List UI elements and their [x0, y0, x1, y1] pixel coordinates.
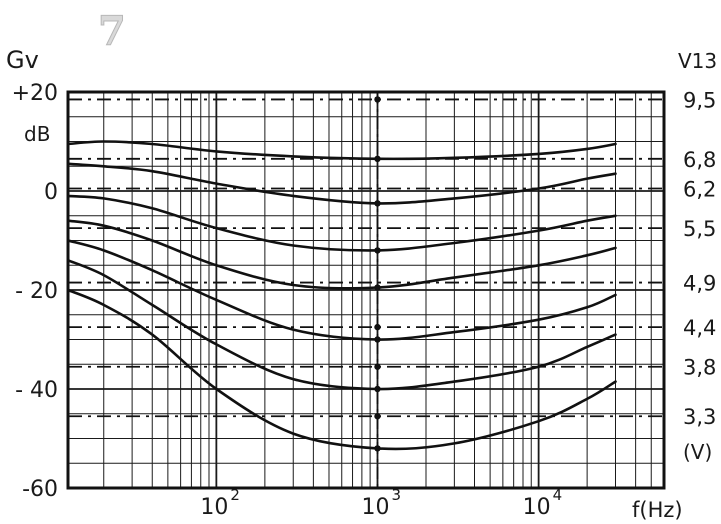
right-tick-label: 4,4	[683, 316, 716, 340]
marker-point	[374, 200, 381, 207]
y-tick-label: - 40	[15, 378, 58, 403]
series-line	[66, 239, 617, 341]
series-line	[66, 288, 617, 451]
x-tick-label: 10	[200, 495, 228, 520]
x-tick-label: 10	[523, 495, 551, 520]
x-tick-label: 10	[361, 495, 389, 520]
right-tick-label: 3,8	[683, 356, 716, 380]
marker-point	[374, 336, 381, 343]
marker-point	[374, 413, 381, 420]
x-axis-title: f(Hz)	[632, 498, 683, 520]
marker-point	[374, 323, 381, 331]
marker-point	[374, 445, 381, 452]
x-tick-exponent: 3	[391, 486, 401, 504]
marker-point	[374, 363, 381, 370]
marker-point	[374, 385, 381, 393]
marker-point	[374, 284, 381, 291]
series-line	[66, 219, 617, 290]
marker-point	[374, 247, 381, 254]
right-tick-label: 9,5	[683, 88, 716, 112]
marker-point	[374, 96, 381, 103]
y-axis-title: Gv	[6, 46, 39, 74]
figure-number: 7	[98, 8, 126, 55]
right-tick-label: 6,8	[683, 148, 716, 172]
y-tick-label: 0	[44, 180, 58, 205]
series-line	[66, 162, 617, 205]
dashed-reference-lines	[68, 98, 664, 418]
right-axis-unit: (V)	[683, 440, 712, 464]
series-line	[66, 194, 617, 252]
marker-point	[374, 155, 381, 163]
y-axis-unit: dB	[24, 122, 50, 146]
tick-labels: +20 0 - 20 - 40 -60 9,5 6,8 6,2 5,5 4,9 4,4 3,8 3,3 1…	[12, 81, 717, 520]
right-tick-label: 4,9	[683, 272, 716, 296]
right-axis-title: V13	[678, 49, 717, 73]
right-tick-label: 6,2	[683, 178, 716, 202]
series-line	[66, 259, 617, 391]
x-tick-exponent: 2	[230, 486, 240, 504]
markers	[374, 96, 381, 452]
x-tick-exponent: 4	[553, 486, 563, 504]
right-tick-label: 3,3	[683, 405, 716, 429]
curves	[66, 140, 617, 451]
series-line	[66, 140, 617, 161]
right-tick-label: 5,5	[683, 217, 716, 241]
y-tick-label: - 20	[15, 279, 58, 304]
y-tick-label: +20	[12, 81, 58, 106]
y-tick-label: -60	[22, 477, 58, 502]
